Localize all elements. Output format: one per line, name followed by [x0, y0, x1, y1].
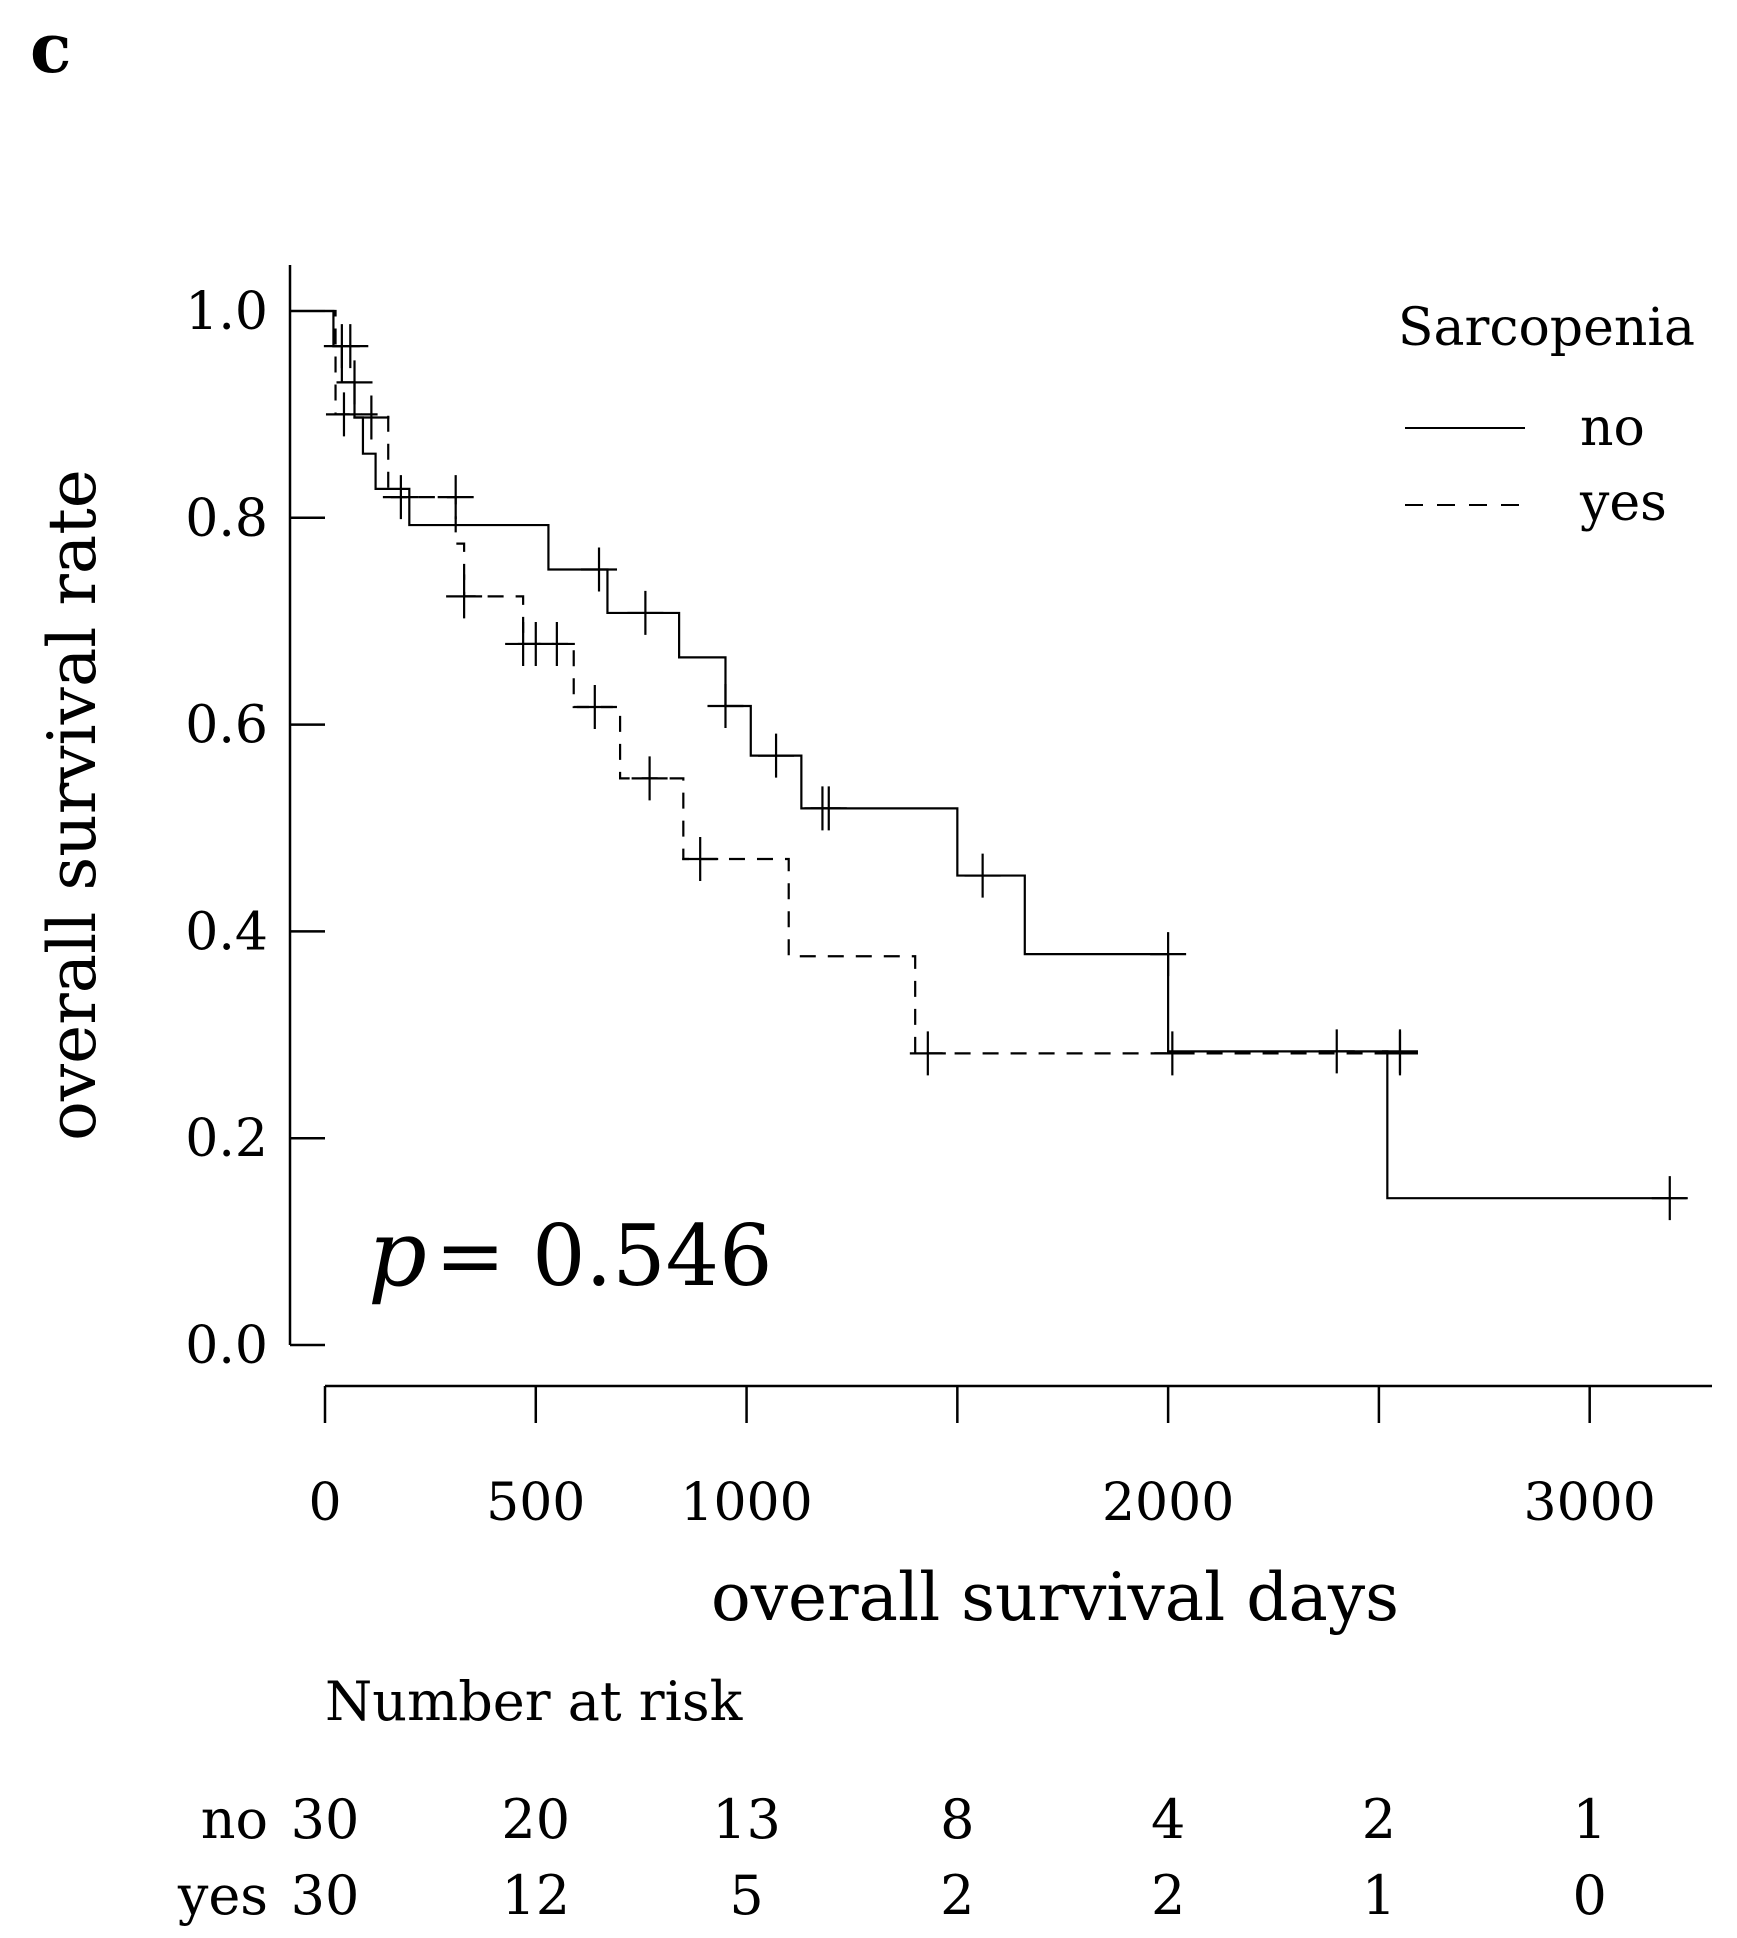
- x-tick-label: 1000: [680, 1473, 812, 1533]
- survival-curves: [323, 309, 1688, 1221]
- risk-row-label: no: [201, 1788, 268, 1851]
- censor-mark-no: [707, 683, 744, 728]
- censor-mark-no: [758, 733, 795, 778]
- y-ticks: 0.0 0.2 0.4 0.6 0.8 1.0: [185, 282, 325, 1376]
- risk-value: 30: [291, 1864, 360, 1927]
- x-tick-label: 0: [308, 1473, 341, 1533]
- censor-mark-yes: [325, 392, 362, 437]
- censor-mark-no: [964, 853, 1001, 898]
- legend-label-yes: yes: [1579, 473, 1667, 533]
- risk-table-title: Number at risk: [325, 1670, 744, 1733]
- y-axis-label: overall survival rate: [34, 469, 111, 1141]
- p-value-text: = 0.546: [435, 1207, 773, 1305]
- censor-mark-yes: [576, 685, 613, 730]
- x-tick-label: 2000: [1102, 1473, 1234, 1533]
- x-axis-label: overall survival days: [711, 1559, 1399, 1636]
- censor-mark-yes: [437, 475, 474, 520]
- risk-table: Number at risk no 30 20 13 8 4 2 1 yes 30 12 5 2 2 1 0: [177, 1670, 1607, 1927]
- censor-mark-no: [627, 590, 664, 635]
- curve-no: [325, 309, 1687, 1200]
- y-tick-label: 0.4: [185, 902, 268, 962]
- censor-mark-no: [1150, 932, 1187, 977]
- curve-yes: [325, 309, 1417, 1055]
- risk-value: 5: [729, 1864, 763, 1927]
- risk-value: 4: [1151, 1788, 1185, 1851]
- y-tick-label: 1.0: [185, 282, 268, 342]
- y-tick-label: 0.2: [185, 1109, 268, 1169]
- risk-value: 13: [712, 1788, 781, 1851]
- p-value-annotation: p = 0.546: [368, 1200, 773, 1307]
- risk-value: 0: [1573, 1864, 1607, 1927]
- legend-label-no: no: [1580, 398, 1645, 458]
- censor-mark-yes: [1381, 1031, 1418, 1076]
- risk-value: 2: [940, 1864, 974, 1927]
- risk-value: 2: [1362, 1788, 1396, 1851]
- legend: Sarcopenia no yes: [1398, 298, 1695, 533]
- p-value-symbol: p: [368, 1200, 427, 1307]
- risk-row-label: yes: [177, 1864, 268, 1927]
- censor-mark-no: [810, 786, 847, 831]
- risk-value: 2: [1151, 1864, 1185, 1927]
- censor-mark-yes: [382, 475, 419, 520]
- risk-value: 12: [501, 1864, 570, 1927]
- risk-value: 20: [501, 1788, 570, 1851]
- censor-mark-yes: [909, 1031, 946, 1076]
- risk-value: 8: [940, 1788, 974, 1851]
- x-tick-label: 500: [486, 1473, 585, 1533]
- x-tick-label: 3000: [1524, 1473, 1656, 1533]
- censor-mark-no: [353, 395, 390, 440]
- censor-mark-no: [332, 324, 369, 369]
- risk-value: 1: [1573, 1788, 1607, 1851]
- axes: [288, 265, 1712, 1388]
- censor-mark-yes: [682, 837, 719, 882]
- censor-mark-no: [581, 547, 618, 592]
- panel-label: c: [30, 9, 71, 89]
- censor-mark-no: [1651, 1176, 1688, 1221]
- x-ticks: 0 500 1000 2000 3000: [308, 1386, 1656, 1533]
- y-tick-label: 0.0: [185, 1316, 268, 1376]
- censor-mark-no: [336, 360, 373, 405]
- risk-value: 30: [291, 1788, 360, 1851]
- y-tick-label: 0.6: [185, 696, 268, 756]
- censor-mark-yes: [446, 574, 483, 619]
- y-tick-label: 0.8: [185, 489, 268, 549]
- censor-mark-yes: [538, 621, 575, 666]
- censor-mark-yes: [631, 756, 668, 801]
- censor-mark-no: [1318, 1029, 1355, 1074]
- legend-title: Sarcopenia: [1398, 298, 1695, 358]
- censor-mark-yes: [1154, 1031, 1191, 1076]
- risk-value: 1: [1362, 1864, 1396, 1927]
